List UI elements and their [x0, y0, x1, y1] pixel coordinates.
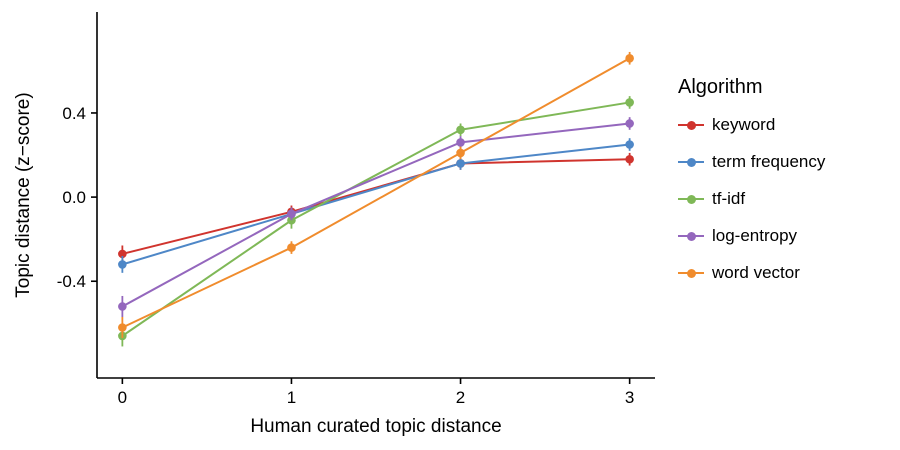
series-line	[121, 122, 631, 308]
data-point	[456, 125, 465, 135]
data-point	[118, 249, 127, 259]
legend-items: keyword term frequency tf-idf log-entropy wo…	[678, 115, 825, 283]
data-point	[287, 243, 296, 252]
x-tick-label: 2	[456, 388, 465, 407]
legend-item-label: word vector	[712, 263, 800, 282]
series-line	[121, 57, 631, 329]
y-axis-title: Topic distance (z−score)	[13, 92, 34, 298]
series-term-frequency	[118, 138, 634, 273]
y-axis: -0.4 0.0 0.4	[57, 104, 97, 291]
data-point	[287, 209, 296, 219]
series-log-entropy	[118, 117, 634, 317]
y-tick-label: -0.4	[57, 272, 86, 291]
series-keyword	[118, 152, 634, 263]
legend-item-label: keyword	[712, 115, 776, 134]
data-point	[118, 302, 127, 311]
series-word-vector	[118, 51, 634, 339]
series-line	[121, 158, 631, 255]
legend-item: word vector	[678, 263, 825, 283]
legend-marker-icon	[678, 263, 704, 283]
data-point	[625, 140, 634, 149]
legend-item: tf-idf	[678, 189, 825, 209]
x-axis-title: Human curated topic distance	[250, 416, 502, 437]
data-point	[625, 119, 634, 128]
legend-marker-icon	[678, 226, 704, 246]
data-point	[625, 53, 634, 63]
data-point	[118, 323, 127, 332]
data-point	[456, 148, 465, 158]
x-tick-label: 1	[287, 388, 296, 407]
legend-marker-icon	[678, 189, 704, 209]
legend-item: log-entropy	[678, 226, 825, 246]
legend-item-label: tf-idf	[712, 189, 746, 208]
legend-item-label: log-entropy	[712, 226, 798, 245]
x-axis: 0 1 2 3	[118, 378, 634, 407]
legend-title: Algorithm	[678, 76, 763, 98]
x-tick-label: 0	[118, 388, 127, 407]
y-tick-label: 0.0	[62, 188, 86, 207]
legend-item: keyword	[678, 115, 825, 135]
legend: Algorithm keyword term frequency tf-idf log…	[678, 76, 825, 283]
legend-item: term frequency	[678, 152, 825, 172]
y-tick-label: 0.4	[62, 104, 86, 123]
legend-marker-icon	[678, 115, 704, 135]
axes	[96, 12, 655, 379]
x-tick-label: 3	[625, 388, 634, 407]
series-line	[121, 101, 631, 337]
data-point	[456, 159, 465, 168]
data-point	[118, 260, 127, 269]
legend-item-label: term frequency	[712, 152, 826, 171]
data-point	[456, 138, 465, 147]
legend-marker-icon	[678, 152, 704, 172]
data-point	[625, 98, 634, 107]
data-point	[625, 154, 634, 164]
series-line	[121, 143, 631, 266]
series-tf-idf	[118, 96, 634, 347]
